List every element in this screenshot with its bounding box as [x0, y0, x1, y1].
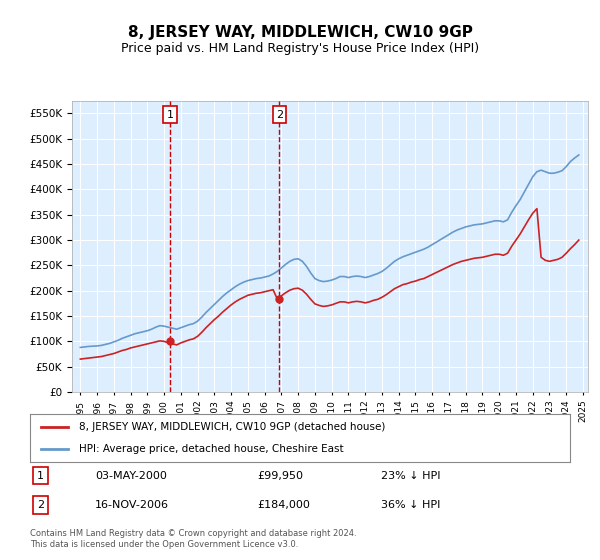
Text: 2: 2 [37, 500, 44, 510]
Text: 2: 2 [276, 110, 283, 119]
Text: 36% ↓ HPI: 36% ↓ HPI [381, 500, 440, 510]
Text: HPI: Average price, detached house, Cheshire East: HPI: Average price, detached house, Ches… [79, 444, 343, 454]
Text: 23% ↓ HPI: 23% ↓ HPI [381, 470, 440, 480]
Text: 8, JERSEY WAY, MIDDLEWICH, CW10 9GP (detached house): 8, JERSEY WAY, MIDDLEWICH, CW10 9GP (det… [79, 422, 385, 432]
Text: 1: 1 [37, 470, 44, 480]
Text: £184,000: £184,000 [257, 500, 310, 510]
Text: 03-MAY-2000: 03-MAY-2000 [95, 470, 167, 480]
Text: Contains HM Land Registry data © Crown copyright and database right 2024.
This d: Contains HM Land Registry data © Crown c… [30, 529, 356, 549]
Text: 1: 1 [166, 110, 173, 119]
Text: Price paid vs. HM Land Registry's House Price Index (HPI): Price paid vs. HM Land Registry's House … [121, 42, 479, 55]
Text: £99,950: £99,950 [257, 470, 303, 480]
Text: 16-NOV-2006: 16-NOV-2006 [95, 500, 169, 510]
Text: 8, JERSEY WAY, MIDDLEWICH, CW10 9GP: 8, JERSEY WAY, MIDDLEWICH, CW10 9GP [128, 25, 472, 40]
